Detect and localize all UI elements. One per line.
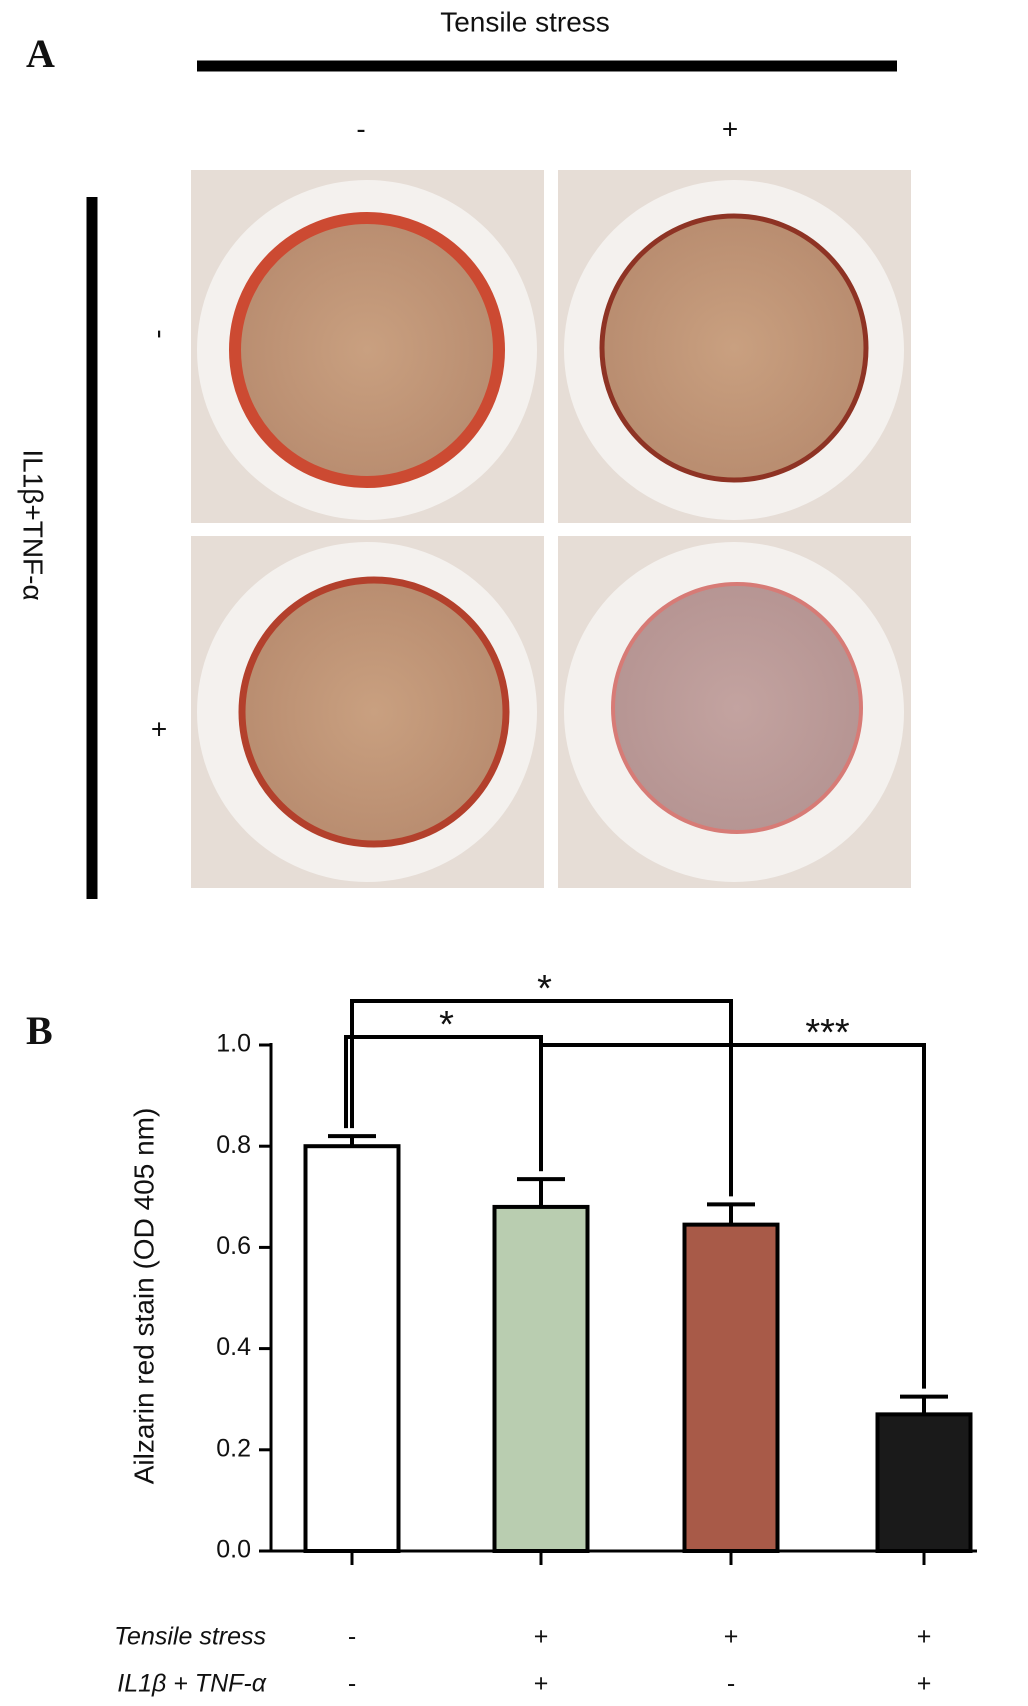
condition-name: Tensile stress <box>114 1623 266 1651</box>
significance-bracket <box>539 1043 926 1389</box>
column-label: - <box>356 113 365 144</box>
significance-label: * <box>439 1004 454 1046</box>
y-tick-label: 0.6 <box>216 1232 251 1260</box>
y-tick-label: 0.4 <box>216 1333 251 1361</box>
condition-value: - <box>727 1670 735 1698</box>
photo <box>191 170 544 523</box>
column-header: Tensile stress <box>440 6 610 37</box>
row-header: IL1β+TNF-α <box>18 449 49 600</box>
condition-value: + <box>724 1623 739 1651</box>
bar <box>682 1222 780 1553</box>
y-axis-label: Ailzarin red stain (OD 405 nm) <box>128 1108 159 1485</box>
condition-value: + <box>534 1623 549 1651</box>
photo <box>191 536 544 888</box>
panel-label: A <box>26 31 55 76</box>
significance-label: *** <box>805 1012 850 1054</box>
column-label: + <box>722 113 738 144</box>
panel-label: B <box>26 1008 53 1053</box>
condition-value: - <box>348 1670 356 1698</box>
photo <box>558 536 911 888</box>
y-tick-label: 1.0 <box>216 1030 251 1058</box>
condition-value: + <box>917 1670 932 1698</box>
condition-value: + <box>534 1670 549 1698</box>
row-label: + <box>151 713 167 744</box>
bar <box>303 1144 401 1553</box>
bar <box>492 1204 590 1554</box>
y-tick-label: 0.0 <box>216 1536 251 1564</box>
y-tick-label: 0.2 <box>216 1434 251 1462</box>
condition-value: - <box>348 1623 356 1651</box>
condition-value: + <box>917 1623 932 1651</box>
bar <box>875 1412 973 1553</box>
y-tick-label: 0.8 <box>216 1131 251 1159</box>
significance-bracket <box>350 999 733 1197</box>
row-label: - <box>146 329 177 338</box>
condition-name: IL1β + TNF-α <box>117 1670 266 1698</box>
significance-label: * <box>537 968 552 1010</box>
photo <box>558 170 911 523</box>
